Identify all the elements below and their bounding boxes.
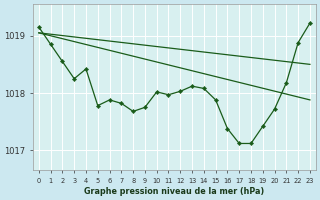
X-axis label: Graphe pression niveau de la mer (hPa): Graphe pression niveau de la mer (hPa) [84,187,265,196]
